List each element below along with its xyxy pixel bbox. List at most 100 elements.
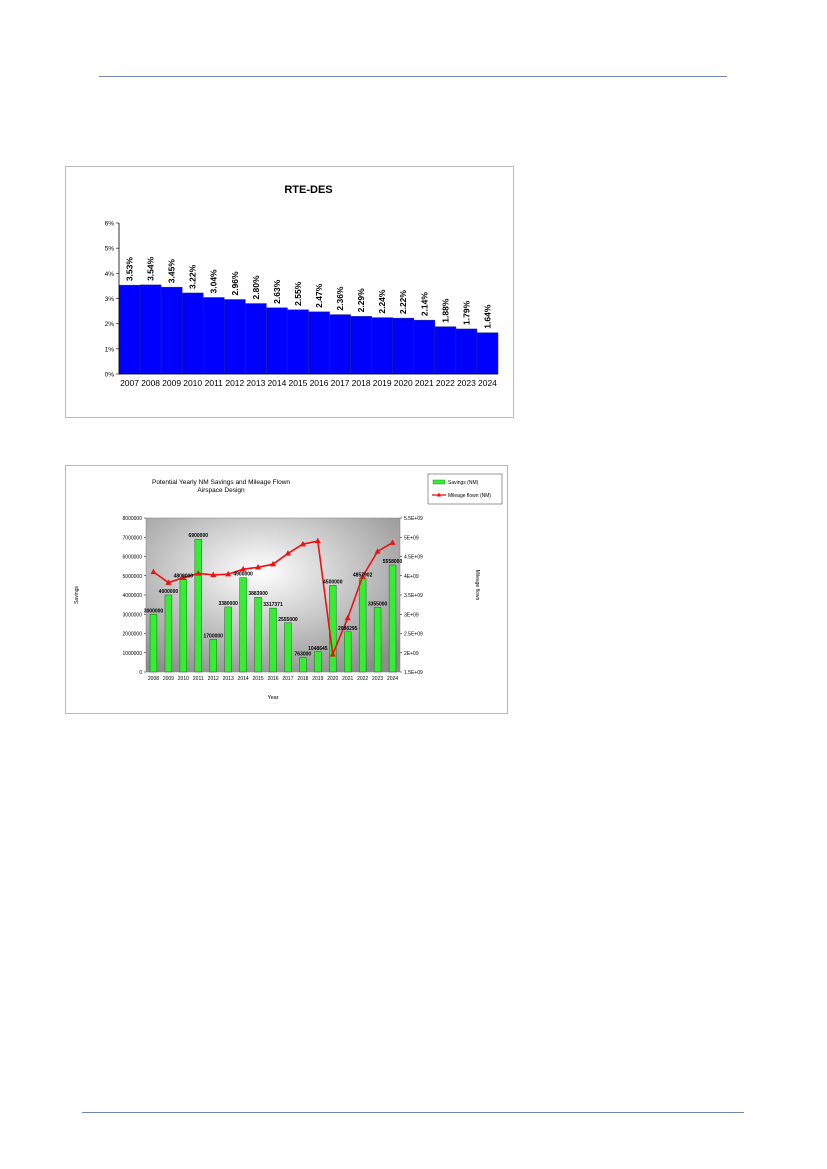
data-label-2023: 1.79%: [461, 300, 471, 325]
savings-label-2009: 4000000: [159, 589, 179, 595]
savings-mileage-chart: Potential Yearly NM Savings and Mileage …: [65, 465, 508, 714]
mileage-marker-2015: [255, 563, 262, 570]
data-label-2020: 2.22%: [398, 290, 408, 315]
mileage-marker-2017: [284, 550, 291, 556]
y-tick-label: 2000000: [123, 632, 143, 638]
y2-tick-label: 5E+09: [404, 535, 419, 541]
x-tick-label-2016: 2016: [267, 676, 278, 682]
bar-2012: [224, 299, 246, 375]
x-tick-label-2014: 2014: [238, 676, 249, 682]
mileage-marker-2019: [314, 537, 321, 544]
bar-2008: [139, 284, 162, 375]
savings-label-2022: 4857902: [353, 572, 373, 578]
footer-rule: [82, 1112, 744, 1113]
data-label-2018: 2.29%: [356, 288, 366, 313]
x-tick-label-2024: 2024: [387, 676, 398, 682]
y2-tick-label: 2.5E+09: [404, 632, 423, 638]
savings-label-2010: 4800000: [174, 574, 194, 580]
y-tick-label: 1%: [105, 346, 115, 353]
x-tick-label-2015: 2015: [252, 676, 263, 682]
bar-2009: [160, 286, 183, 375]
x-tick-label-2020: 2020: [394, 378, 413, 388]
chart-title: Potential Yearly NM Savings and Mileage …: [152, 479, 290, 486]
y2-tick-label: 4E+09: [404, 574, 419, 580]
mileage-marker-2014: [240, 565, 247, 572]
chart-subtitle: Airspace Design: [197, 487, 245, 494]
x-tick-label-2010: 2010: [183, 378, 202, 388]
savings-bar-2018: [299, 657, 307, 673]
y2-axis-title: Mileage flown: [474, 570, 480, 601]
x-tick-label-2021: 2021: [415, 378, 434, 388]
x-tick-label-2008: 2008: [141, 378, 160, 388]
x-tick-label-2017: 2017: [331, 378, 350, 388]
mileage-marker-2022: [359, 573, 366, 579]
data-label-2022: 1.88%: [440, 298, 450, 323]
x-tick-label-2008: 2008: [148, 676, 159, 682]
x-tick-label-2023: 2023: [457, 378, 476, 388]
x-tick-label-2015: 2015: [289, 378, 308, 388]
bar-2024: [476, 332, 499, 375]
y-tick-label: 7000000: [123, 535, 143, 541]
x-tick-label-2009: 2009: [163, 676, 174, 682]
mileage-marker-2013: [225, 570, 232, 577]
savings-bar-2016: [269, 607, 277, 673]
data-label-2021: 2.14%: [419, 292, 429, 317]
x-tick-label-2017: 2017: [282, 676, 293, 682]
data-label-2024: 1.64%: [482, 304, 492, 329]
savings-bar-2011: [194, 538, 202, 673]
data-label-2013: 2.80%: [251, 275, 261, 300]
savings-label-2014: 4900000: [233, 572, 253, 578]
x-tick-label-2014: 2014: [267, 378, 286, 388]
chart-title: RTE-DES: [284, 184, 332, 196]
mileage-marker-2010: [180, 574, 187, 580]
savings-bar-2013: [224, 606, 232, 673]
legend-marker-mileage: [436, 492, 442, 497]
savings-bar-2019: [314, 651, 322, 673]
bar-2017: [329, 314, 351, 375]
savings-bar-2010: [179, 579, 188, 673]
x-tick-label-2023: 2023: [372, 676, 383, 682]
y-tick-label: 5%: [105, 246, 115, 253]
bar-2022: [434, 326, 457, 375]
x-tick-label-2019: 2019: [312, 676, 323, 682]
x-tick-label-2021: 2021: [342, 676, 353, 682]
y-tick-label: 5000000: [123, 574, 143, 580]
savings-label-2011: 6900000: [189, 533, 209, 539]
mileage-marker-2018: [299, 540, 306, 547]
x-tick-label-2012: 2012: [225, 378, 244, 388]
bar-2016: [308, 311, 330, 375]
data-label-2019: 2.24%: [377, 289, 387, 314]
legend-label-mileage: Mileage flown (NM): [448, 493, 491, 499]
savings-bar-2021: [344, 631, 352, 673]
x-tick-label-2013: 2013: [246, 378, 265, 388]
savings-mileage-chart-svg: Potential Yearly NM Savings and Mileage …: [74, 473, 503, 701]
x-axis-title: Year: [267, 695, 278, 701]
y2-tick-label: 2E+09: [404, 651, 419, 657]
x-tick-label-2018: 2018: [352, 378, 371, 388]
x-tick-label-2018: 2018: [297, 676, 308, 682]
data-label-2014: 2.63%: [272, 279, 282, 304]
x-tick-label-2019: 2019: [373, 378, 392, 388]
savings-bar-2008: [149, 614, 158, 673]
data-label-2012: 2.96%: [230, 271, 240, 296]
data-label-2007: 3.53%: [125, 257, 135, 282]
mileage-marker-2009: [165, 579, 172, 585]
mileage-marker-2016: [270, 560, 276, 567]
x-tick-label-2020: 2020: [327, 676, 338, 682]
savings-label-2018: 763000: [295, 651, 312, 657]
data-label-2015: 2.55%: [293, 281, 303, 306]
savings-bar-2015: [254, 596, 262, 673]
savings-label-2020: 4500000: [323, 579, 343, 585]
bar-2021: [413, 319, 436, 375]
chart-legend: Savings (NM) Mileage flown (NM): [427, 473, 503, 505]
y-tick-label: 8000000: [123, 516, 143, 522]
y2-tick-label: 5.5E+09: [404, 516, 423, 522]
mileage-marker-2024: [389, 539, 396, 545]
data-label-2011: 3.04%: [209, 269, 219, 294]
data-label-2016: 2.47%: [314, 283, 324, 308]
x-tick-label-2012: 2012: [208, 676, 219, 682]
savings-bar-2014: [239, 577, 247, 673]
y2-tick-label: 4.5E+09: [404, 555, 423, 561]
savings-bar-2022: [358, 578, 367, 673]
savings-label-2013: 3380000: [218, 601, 238, 607]
